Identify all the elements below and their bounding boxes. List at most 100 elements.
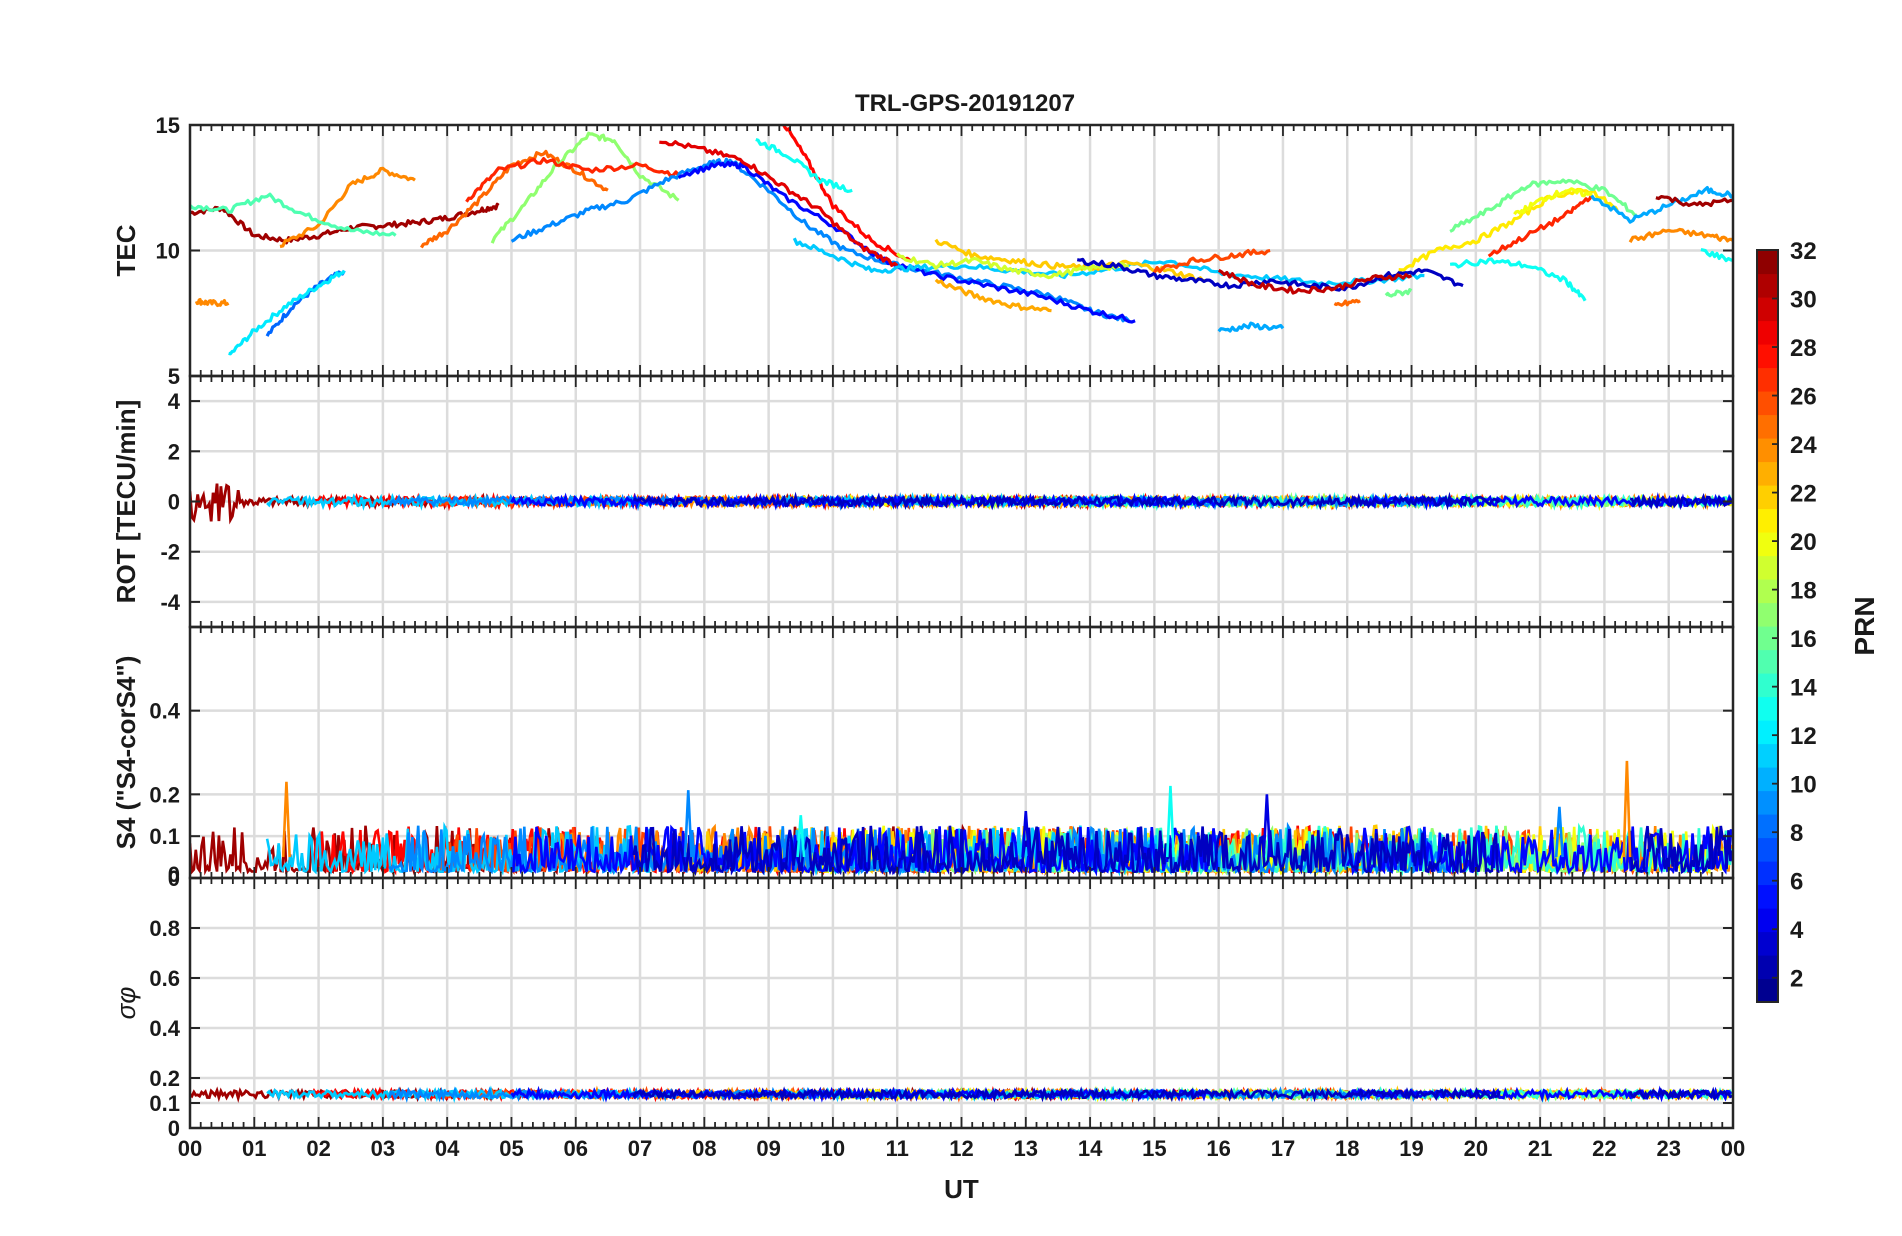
tec-series-prn-19 bbox=[896, 252, 1130, 280]
y-tick-label: 15 bbox=[156, 113, 180, 138]
sigma_phi-trace-prn-3 bbox=[632, 1086, 1501, 1103]
colorbar-swatch bbox=[1757, 438, 1778, 463]
colorbar-tick-label: 26 bbox=[1790, 384, 1817, 411]
colorbar-swatch bbox=[1757, 837, 1778, 862]
colorbar-swatch bbox=[1757, 696, 1778, 721]
y-axis-label: σφ bbox=[111, 987, 141, 1020]
tec-series-prn-30 bbox=[1217, 268, 1413, 295]
colorbar-swatch bbox=[1757, 908, 1778, 933]
y-tick-label: 4 bbox=[168, 389, 181, 414]
y-tick-label: 2 bbox=[168, 439, 180, 464]
panel-sigma_phi: 00.10.2 0.4 0.6 0.8 σφ 00 01 02 03 04 05 06 07 08 09 10… bbox=[111, 876, 1745, 1204]
tec-series-prn-27 bbox=[465, 157, 680, 203]
tec-series-prn-31 bbox=[190, 202, 500, 245]
colorbar-swatch bbox=[1757, 508, 1778, 533]
s4-peak bbox=[796, 815, 806, 858]
tec-series-prn-21 bbox=[1398, 187, 1619, 272]
panel-rot: -4 -2 0 2 4 ROT [TECU/min] bbox=[111, 374, 1735, 629]
colorbar-swatch bbox=[1757, 555, 1778, 580]
colorbar-tick-label: 4 bbox=[1790, 917, 1804, 944]
s4-peak bbox=[1554, 806, 1564, 858]
rot-trace-prn-3 bbox=[633, 491, 1501, 511]
chart-title: TRL-GPS-20191207 bbox=[855, 90, 1075, 117]
panel-s4: 00 0.1 0.2 0.4 S4 ("S4-corS4") bbox=[111, 625, 1735, 891]
sigma_phi-trace-prn-3 bbox=[1628, 1086, 1733, 1102]
tec-series-prn-23 bbox=[934, 278, 1052, 313]
colorbar-swatch bbox=[1757, 626, 1778, 651]
colorbar-tick-label: 10 bbox=[1790, 772, 1817, 799]
y-tick-label: -2 bbox=[160, 540, 180, 565]
tec-series-prn-8 bbox=[265, 269, 346, 337]
x-tick-label: 06 bbox=[564, 1136, 588, 1161]
colorbar-swatch bbox=[1757, 273, 1778, 298]
colorbar-tick-label: 14 bbox=[1790, 675, 1817, 702]
x-tick-label: 11 bbox=[886, 1136, 909, 1161]
x-tick-label: 17 bbox=[1271, 1136, 1295, 1161]
x-axis-label: UT bbox=[944, 1174, 979, 1204]
tec-series-prn-5 bbox=[677, 160, 1136, 324]
tec-series-prn-16 bbox=[1449, 178, 1638, 233]
x-tick-label: 00 bbox=[1721, 1136, 1745, 1161]
colorbar-swatch bbox=[1757, 884, 1778, 909]
tec-series-prn-10 bbox=[1217, 321, 1285, 333]
colorbar-tick-label: 28 bbox=[1790, 335, 1817, 362]
y-tick-label: 0.6 bbox=[149, 966, 180, 991]
tec-series-prn-16 bbox=[1384, 288, 1413, 298]
tec-series-prn-10 bbox=[1590, 186, 1733, 224]
colorbar-tick-label: 18 bbox=[1790, 578, 1817, 605]
tec-series-prn-3 bbox=[1076, 257, 1464, 292]
x-tick-label: 09 bbox=[756, 1136, 780, 1161]
y-tick-label: 0 bbox=[168, 862, 180, 887]
tec-series-prn-24 bbox=[1628, 227, 1733, 243]
y-axis-label: TEC bbox=[111, 224, 141, 276]
s4-peak bbox=[1622, 760, 1632, 858]
tec-series-prn-15 bbox=[190, 192, 397, 237]
colorbar-swatch bbox=[1757, 485, 1778, 510]
colorbar-tick-label: 12 bbox=[1790, 723, 1817, 750]
colorbar-swatch bbox=[1757, 579, 1778, 604]
tec-series-prn-13 bbox=[1449, 257, 1587, 302]
tec-series-prn-27 bbox=[1487, 194, 1594, 258]
y-tick-label: 0.1 bbox=[149, 1091, 180, 1116]
tec-series-prn-20 bbox=[1513, 187, 1593, 216]
y-tick-label: 0.8 bbox=[149, 916, 180, 941]
colorbar-tick-label: 16 bbox=[1790, 626, 1817, 653]
tec-series-prn-13 bbox=[755, 137, 853, 193]
tec-series-prn-31 bbox=[1655, 195, 1733, 208]
colorbar-swatch bbox=[1757, 391, 1778, 416]
tec-series-prn-25 bbox=[1333, 298, 1361, 307]
colorbar-frame bbox=[1756, 249, 1779, 1003]
s4-peak bbox=[281, 781, 291, 858]
tec-series-prn-24 bbox=[279, 166, 416, 249]
x-tick-label: 01 bbox=[242, 1136, 266, 1161]
tec-series-prn-17 bbox=[490, 131, 680, 244]
panel-tec: 5 10 15 TEC bbox=[111, 113, 1735, 389]
x-tick-label: 14 bbox=[1078, 1136, 1103, 1161]
colorbar-label: PRN bbox=[1849, 596, 1880, 655]
colorbar-swatch bbox=[1757, 720, 1778, 745]
x-tick-label: 08 bbox=[692, 1136, 716, 1161]
colorbar-swatch bbox=[1757, 532, 1778, 557]
s4-peak bbox=[1165, 785, 1175, 858]
data-layer bbox=[190, 1085, 1733, 1104]
colorbar-swatch bbox=[1757, 320, 1778, 345]
colorbar-swatch bbox=[1757, 297, 1778, 322]
colorbar-swatch bbox=[1757, 743, 1778, 768]
colorbar-swatch bbox=[1757, 602, 1778, 627]
colorbar-tick-label: 8 bbox=[1790, 820, 1803, 847]
colorbar-swatch bbox=[1757, 931, 1778, 956]
x-tick-label: 15 bbox=[1142, 1136, 1166, 1161]
y-tick-label: 0 bbox=[168, 866, 180, 891]
x-tick-label: 13 bbox=[1014, 1136, 1038, 1161]
x-tick-label: 02 bbox=[306, 1136, 330, 1161]
colorbar-swatch bbox=[1757, 367, 1778, 392]
y-tick-label: 0 bbox=[168, 1116, 180, 1141]
colorbar-swatch bbox=[1757, 790, 1778, 815]
colorbar-tick-label: 20 bbox=[1790, 529, 1817, 556]
x-tick-label: 07 bbox=[628, 1136, 652, 1161]
y-tick-label: -4 bbox=[160, 590, 180, 615]
x-tick-label: 10 bbox=[821, 1136, 845, 1161]
x-tick-label: 19 bbox=[1399, 1136, 1423, 1161]
